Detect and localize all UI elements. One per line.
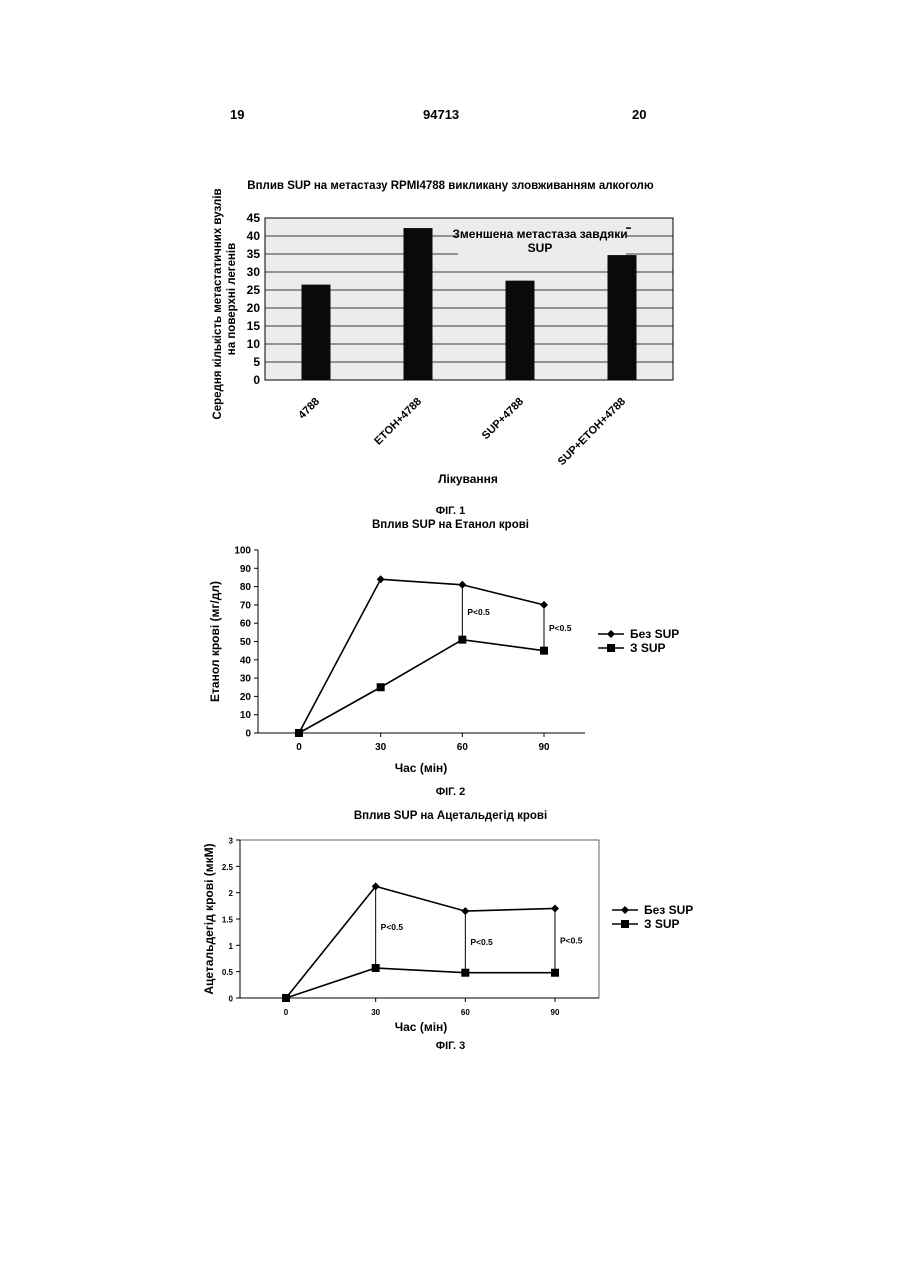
- series-line: [286, 968, 555, 998]
- x-tick-label: 0: [284, 1008, 289, 1017]
- p-value-label: P<0.5: [381, 922, 404, 932]
- fig3-line-chart: 00.511.522.530306090P<0.5P<0.5P<0.5Без S…: [0, 0, 901, 1273]
- y-tick-label: 2.5: [222, 863, 234, 872]
- p-value-label: P<0.5: [560, 936, 583, 946]
- legend-label: З SUP: [644, 917, 680, 931]
- series-line: [286, 886, 555, 998]
- y-tick-label: 0.5: [222, 968, 234, 977]
- y-tick-label: 1.5: [222, 916, 234, 925]
- data-point: [551, 969, 559, 977]
- data-point: [372, 964, 380, 972]
- legend-label: Без SUP: [644, 903, 693, 917]
- y-tick-label: 2: [229, 889, 234, 898]
- data-point: [461, 907, 469, 915]
- x-tick-label: 90: [551, 1008, 560, 1017]
- legend-marker: [621, 906, 629, 914]
- data-point: [461, 969, 469, 977]
- x-tick-label: 30: [371, 1008, 380, 1017]
- y-tick-label: 0: [229, 995, 234, 1004]
- y-axis-label: Ацетальдегід крові (мкМ): [202, 843, 216, 994]
- data-point: [551, 904, 559, 912]
- data-point: [282, 994, 290, 1002]
- fig3-caption: ФІГ. 3: [0, 1040, 901, 1052]
- y-tick-label: 3: [229, 837, 234, 846]
- legend-marker: [621, 920, 629, 928]
- plot-frame: [240, 840, 599, 998]
- y-tick-label: 1: [229, 942, 234, 951]
- x-axis-label: Час (мін): [395, 1020, 448, 1034]
- x-tick-label: 60: [461, 1008, 470, 1017]
- p-value-label: P<0.5: [470, 937, 493, 947]
